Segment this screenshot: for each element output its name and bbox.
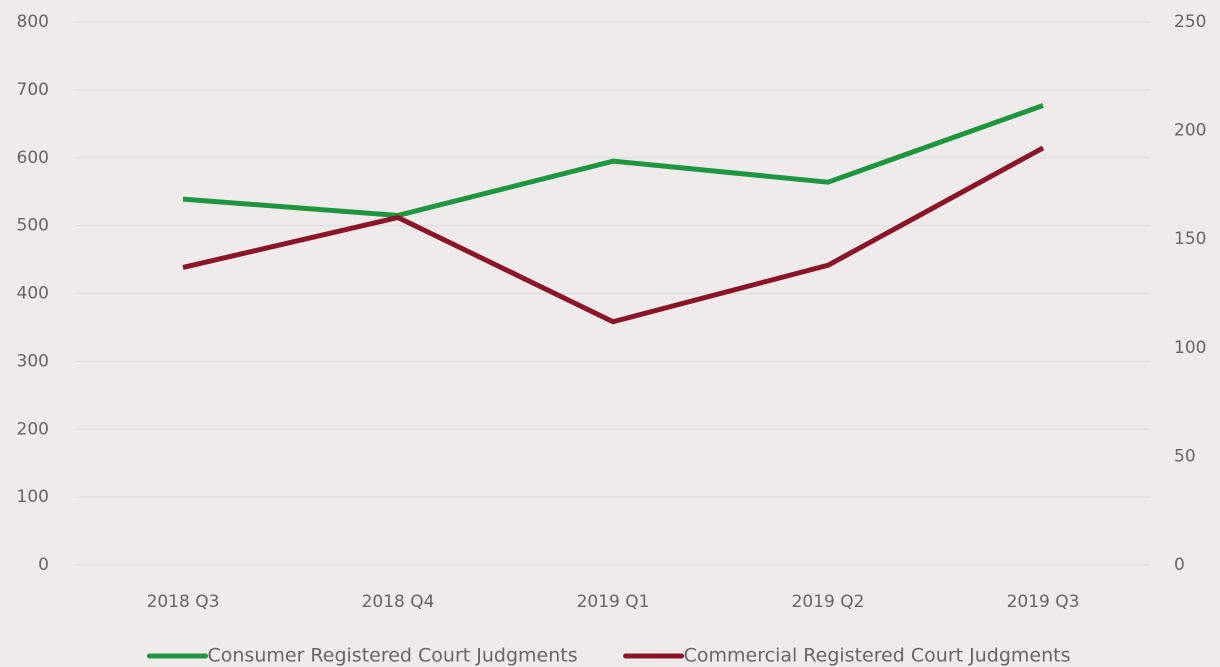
y-tick-label: 700 — [17, 80, 49, 100]
y-tick-label: 200 — [17, 419, 49, 439]
y-tick-label: 0 — [38, 555, 49, 575]
x-tick-label: 2019 Q2 — [792, 592, 865, 612]
y-tick-label: 300 — [17, 351, 49, 371]
y-tick-label: 600 — [17, 148, 49, 168]
y-tick-label: 800 — [17, 12, 49, 32]
y2-tick-label: 50 — [1174, 446, 1196, 466]
x-tick-label: 2019 Q3 — [1007, 592, 1080, 612]
series-line — [182, 103, 1044, 218]
y2-tick-label: 200 — [1174, 121, 1206, 141]
legend-label: Commercial Registered Court Judgments — [684, 645, 1071, 667]
series-line — [182, 145, 1045, 325]
y2-tick-label: 150 — [1174, 229, 1206, 249]
x-tick-label: 2018 Q4 — [362, 592, 435, 612]
x-tick-label: 2019 Q1 — [577, 592, 650, 612]
y-tick-label: 500 — [17, 216, 49, 236]
legend-label: Consumer Registered Court Judgments — [208, 645, 578, 667]
legend: Consumer Registered Court Judgments Comme… — [147, 645, 1071, 667]
y2-tick-label: 0 — [1174, 555, 1185, 575]
y-tick-label: 400 — [17, 284, 49, 304]
y2-tick-label: 250 — [1174, 12, 1206, 32]
y-tick-label: 100 — [17, 487, 49, 507]
y2-tick-label: 100 — [1174, 338, 1206, 358]
x-tick-label: 2018 Q3 — [147, 592, 220, 612]
